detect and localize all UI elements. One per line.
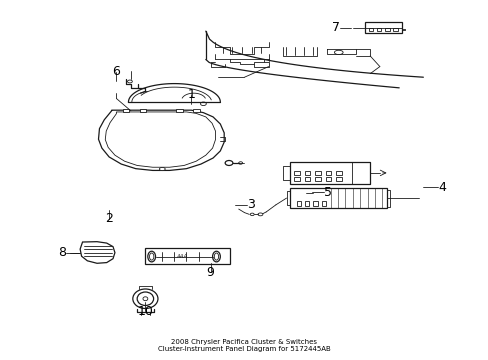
- Text: 3: 3: [246, 198, 254, 211]
- Bar: [304, 171, 309, 175]
- Ellipse shape: [137, 292, 153, 306]
- Ellipse shape: [127, 80, 132, 83]
- Bar: [336, 177, 341, 181]
- Bar: [145, 248, 229, 264]
- Bar: [294, 171, 299, 175]
- Bar: [393, 28, 397, 31]
- Ellipse shape: [250, 213, 254, 216]
- Ellipse shape: [238, 162, 242, 164]
- Bar: [122, 109, 129, 112]
- Text: 1: 1: [187, 89, 195, 102]
- Bar: [315, 177, 320, 181]
- Bar: [336, 171, 341, 175]
- Ellipse shape: [258, 213, 263, 216]
- Bar: [290, 162, 369, 184]
- Polygon shape: [80, 242, 115, 263]
- Ellipse shape: [299, 192, 304, 195]
- Bar: [325, 171, 330, 175]
- Text: 2: 2: [105, 212, 113, 225]
- Bar: [305, 201, 309, 206]
- Ellipse shape: [133, 289, 158, 309]
- Ellipse shape: [212, 251, 220, 262]
- Bar: [315, 171, 320, 175]
- Ellipse shape: [214, 253, 218, 260]
- Ellipse shape: [224, 161, 232, 166]
- Bar: [296, 201, 301, 206]
- Bar: [376, 28, 381, 31]
- Text: 5: 5: [324, 186, 331, 199]
- Ellipse shape: [200, 102, 206, 105]
- Text: 9: 9: [206, 266, 214, 279]
- Ellipse shape: [159, 167, 165, 171]
- Text: 8: 8: [58, 246, 65, 259]
- Bar: [176, 109, 182, 112]
- Text: 7: 7: [331, 21, 339, 34]
- Ellipse shape: [142, 297, 147, 301]
- Bar: [294, 177, 299, 181]
- Bar: [290, 188, 386, 208]
- Text: 10: 10: [137, 305, 153, 318]
- Polygon shape: [98, 110, 224, 170]
- Polygon shape: [105, 112, 215, 167]
- Text: 4: 4: [437, 181, 445, 194]
- Bar: [325, 177, 330, 181]
- Bar: [365, 22, 401, 33]
- Ellipse shape: [297, 191, 305, 196]
- Text: 2008 Chrysler Pacifica Cluster & Switches
Cluster-Instrument Panel Diagram for 5: 2008 Chrysler Pacifica Cluster & Switche…: [158, 339, 330, 352]
- Bar: [368, 28, 372, 31]
- Bar: [321, 201, 325, 206]
- Ellipse shape: [149, 253, 154, 260]
- Bar: [313, 201, 317, 206]
- Text: AAA: AAA: [176, 254, 187, 259]
- Bar: [304, 177, 309, 181]
- Bar: [385, 28, 389, 31]
- Ellipse shape: [147, 251, 155, 262]
- Text: 6: 6: [112, 66, 120, 78]
- Bar: [192, 109, 199, 112]
- Bar: [139, 109, 146, 112]
- Ellipse shape: [334, 50, 343, 54]
